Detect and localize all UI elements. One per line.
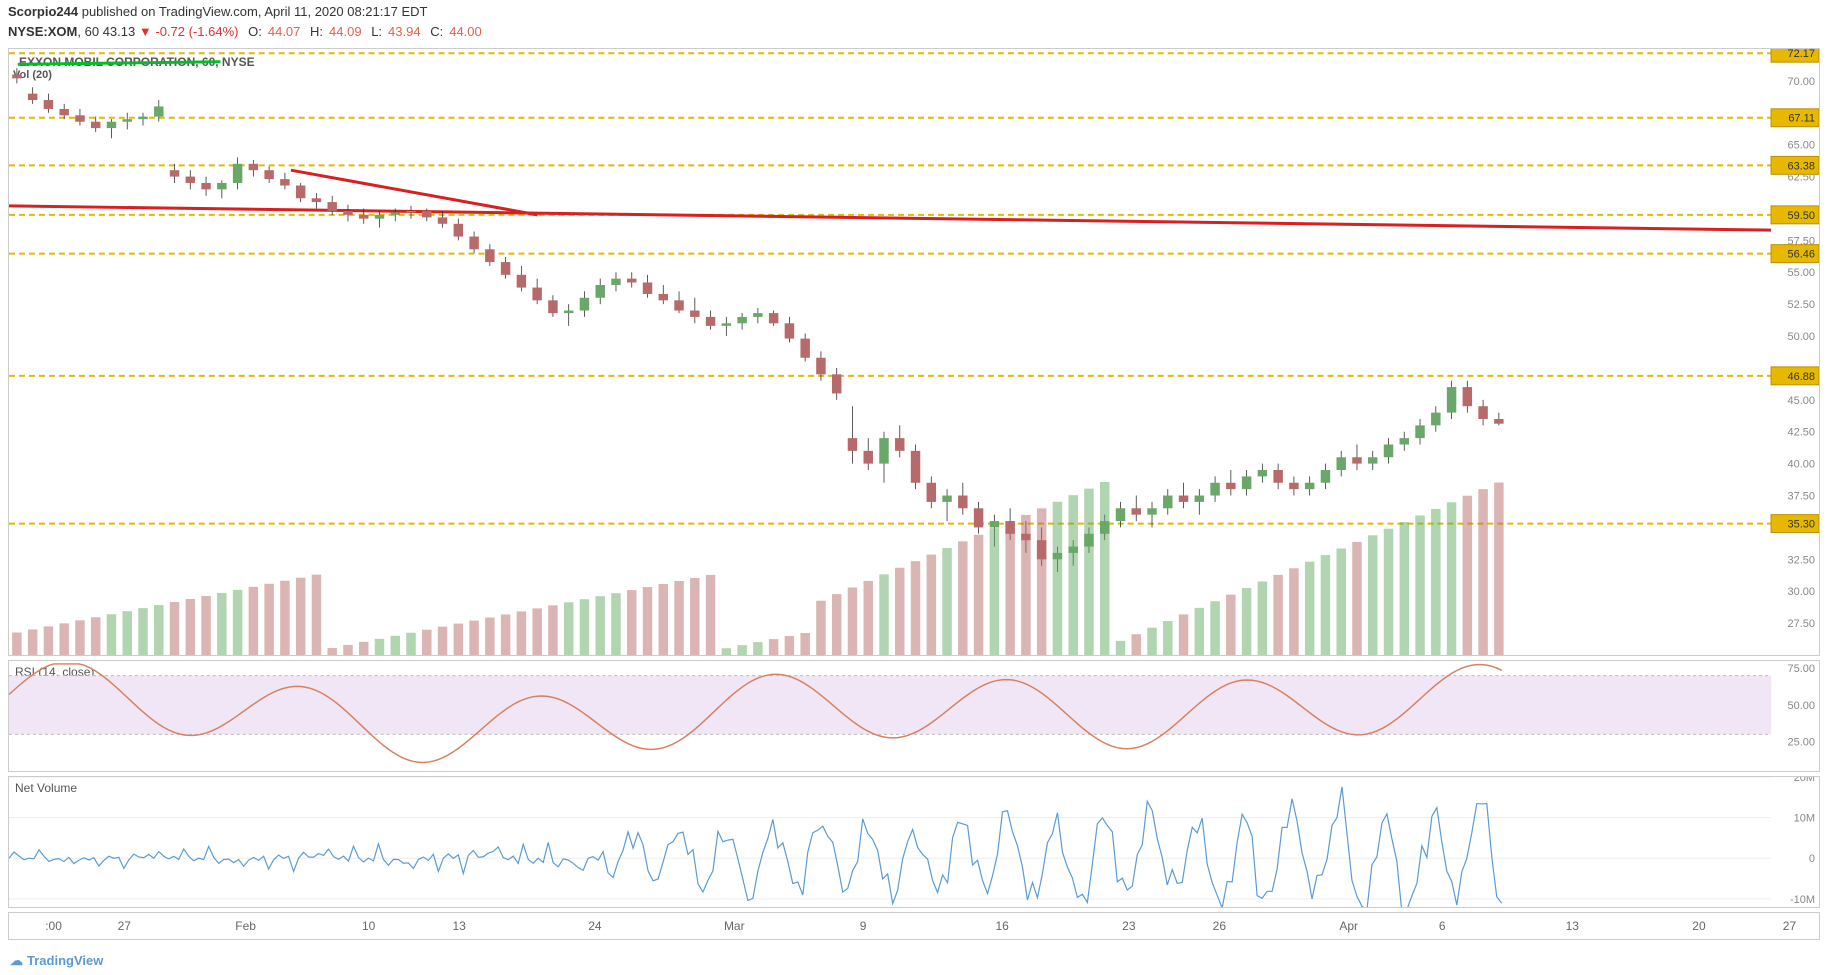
svg-text:32.50: 32.50 xyxy=(1788,554,1815,566)
down-arrow-icon: ▼ xyxy=(139,24,152,39)
ticker: XOM xyxy=(48,24,78,39)
time-tick: :00 xyxy=(45,919,62,933)
svg-text:52.50: 52.50 xyxy=(1788,299,1815,311)
time-tick: 16 xyxy=(995,919,1008,933)
open-label: O: xyxy=(248,24,262,39)
time-axis: :00 27 Feb 10 13 24 Mar 9 16 23 26 Apr 6 13 20 27 xyxy=(8,912,1820,940)
low-val: 43.94 xyxy=(388,24,421,39)
time-tick: Mar xyxy=(724,919,745,933)
svg-text:42.50: 42.50 xyxy=(1788,427,1815,439)
high-val: 44.09 xyxy=(329,24,362,39)
time-tick: Feb xyxy=(235,919,256,933)
main-price-chart[interactable]: EXXON MOBIL CORPORATION, 60, NYSE Vol (2… xyxy=(8,48,1820,656)
svg-text:56.46: 56.46 xyxy=(1788,249,1815,261)
time-tick: Apr xyxy=(1339,919,1358,933)
svg-text:10M: 10M xyxy=(1794,813,1815,825)
brand-text: TradingView xyxy=(27,953,103,968)
change: -0.72 xyxy=(155,24,185,39)
svg-text:40.00: 40.00 xyxy=(1788,459,1815,471)
time-tick: 24 xyxy=(588,919,601,933)
svg-text:70.00: 70.00 xyxy=(1788,76,1815,88)
interval: 60 xyxy=(85,24,99,39)
close-label: C: xyxy=(430,24,443,39)
netvol-svg: 20M 10M 0 -10M xyxy=(9,777,1819,907)
time-tick: 13 xyxy=(1566,919,1579,933)
svg-text:46.88: 46.88 xyxy=(1788,371,1815,383)
quote-line: NYSE:XOM, 60 43.13 ▼ -0.72 (-1.64%) O:44… xyxy=(8,24,482,39)
rsi-panel[interactable]: RSI (14, close) 75.0050.0025.00 xyxy=(8,660,1820,772)
last-price: 43.13 xyxy=(103,24,136,39)
time-tick: 10 xyxy=(362,919,375,933)
time-tick: 27 xyxy=(118,919,131,933)
time-tick: 23 xyxy=(1122,919,1135,933)
svg-text:63.38: 63.38 xyxy=(1788,160,1815,172)
change-pct: (-1.64%) xyxy=(189,24,239,39)
exchange: NYSE xyxy=(8,24,43,39)
svg-text:-10M: -10M xyxy=(1790,894,1815,906)
svg-text:0: 0 xyxy=(1809,853,1815,865)
site: TradingView.com xyxy=(159,4,258,19)
timestamp: April 11, 2020 08:21:17 EDT xyxy=(264,4,427,19)
published-on: published on xyxy=(82,4,156,19)
svg-text:59.50: 59.50 xyxy=(1788,210,1815,222)
rsi-svg: 75.00 50.00 25.00 xyxy=(9,661,1819,771)
time-tick: 6 xyxy=(1439,919,1446,933)
footer-brand[interactable]: ☁ TradingView xyxy=(10,953,103,969)
svg-text:25.00: 25.00 xyxy=(1788,737,1815,749)
svg-text:55.00: 55.00 xyxy=(1788,267,1815,279)
svg-text:37.50: 37.50 xyxy=(1788,491,1815,503)
svg-text:45.00: 45.00 xyxy=(1788,395,1815,407)
svg-text:65.00: 65.00 xyxy=(1788,140,1815,152)
svg-text:35.30: 35.30 xyxy=(1788,519,1815,531)
time-tick: 26 xyxy=(1213,919,1226,933)
main-chart-svg: 70.0065.0062.5057.5055.0052.5050.0045.00… xyxy=(9,49,1819,655)
svg-text:67.11: 67.11 xyxy=(1788,113,1815,125)
open-val: 44.07 xyxy=(268,24,301,39)
author: Scorpio244 xyxy=(8,4,78,19)
svg-text:30.00: 30.00 xyxy=(1788,586,1815,598)
close-val: 44.00 xyxy=(449,24,482,39)
svg-text:50.00: 50.00 xyxy=(1788,700,1815,712)
svg-text:27.50: 27.50 xyxy=(1788,618,1815,630)
high-label: H: xyxy=(310,24,323,39)
time-tick: 27 xyxy=(1783,919,1796,933)
svg-text:50.00: 50.00 xyxy=(1788,331,1815,343)
low-label: L: xyxy=(371,24,382,39)
svg-text:20M: 20M xyxy=(1794,777,1815,784)
publish-header: Scorpio244 published on TradingView.com,… xyxy=(8,4,427,19)
time-tick: 13 xyxy=(452,919,465,933)
netvol-panel[interactable]: Net Volume 20M10M0-10M xyxy=(8,776,1820,908)
svg-text:75.00: 75.00 xyxy=(1788,663,1815,675)
time-tick: 9 xyxy=(860,919,867,933)
cloud-icon: ☁ xyxy=(10,953,23,968)
svg-text:72.17: 72.17 xyxy=(1788,49,1815,60)
time-tick: 20 xyxy=(1692,919,1705,933)
